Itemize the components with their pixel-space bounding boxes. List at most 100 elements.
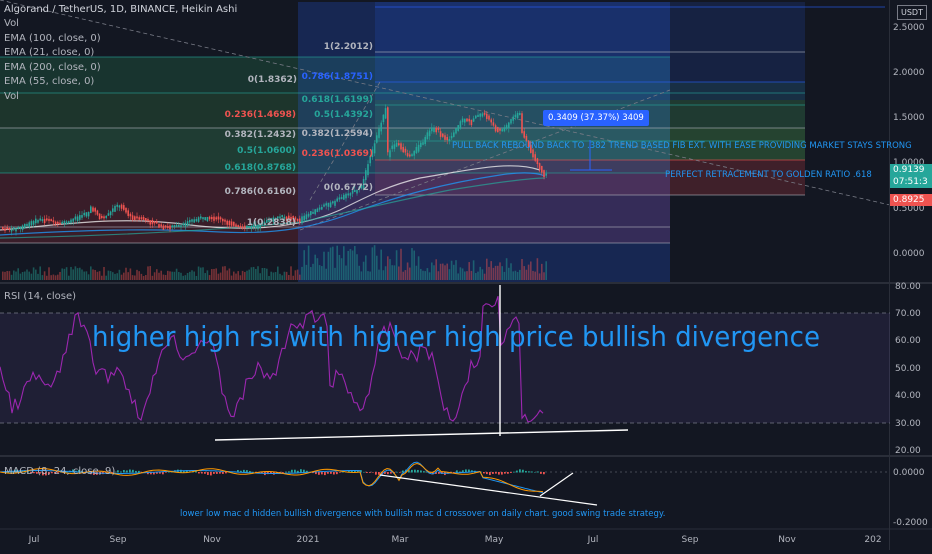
candle-body (107, 213, 110, 216)
macd-hist-bar (150, 472, 152, 475)
volume-bar (501, 266, 503, 280)
volume-bar (252, 266, 255, 280)
candle-body (158, 224, 160, 228)
candle-body (413, 150, 415, 156)
price-tick-label: 0.5000 (893, 204, 925, 214)
volume-bar (182, 275, 184, 280)
candle-body (184, 222, 187, 227)
volume-bar (195, 275, 198, 280)
candle-body (279, 216, 281, 219)
macd-hist-bar (489, 472, 491, 476)
volume-bar (479, 266, 481, 280)
retracement-note[interactable]: PERFECT RETRACEMENT TO GOLDEN RATIO .618 (665, 170, 872, 180)
candle-body (444, 135, 446, 140)
candle-body (376, 135, 378, 143)
price-candles (2, 104, 547, 236)
candle-body (28, 222, 30, 228)
candle-body (195, 219, 198, 222)
volume-bar (367, 271, 369, 280)
volume-bar (87, 274, 90, 280)
volume-bar (261, 268, 264, 280)
macd-hist-bar (516, 470, 518, 473)
fib-level-label: 0.382(1.2594) (302, 129, 373, 139)
candle-body (426, 132, 429, 140)
pullback-note[interactable]: PULL BACK REBOUND BACK TO .382 TREND BAS… (452, 141, 912, 151)
volume-bar (202, 267, 204, 280)
macd-hist-bar (297, 470, 299, 473)
candle-body (455, 128, 457, 134)
macd-hist-bar (372, 472, 374, 473)
candle-body (508, 122, 510, 129)
candle-body (512, 116, 514, 121)
volume-bar (422, 270, 424, 280)
candle-body (316, 208, 319, 213)
symbol-title[interactable]: Algorand / TetherUS, 1D, BINANCE, Heikin… (4, 4, 238, 15)
volume-bar (279, 273, 281, 280)
macd-label[interactable]: MACD (8, 24, close, 9) (4, 466, 116, 477)
rsi-divergence-note[interactable]: higher high rsi with higher high price b… (92, 320, 820, 353)
volume-bar (307, 245, 310, 280)
macd-hist-bar (138, 470, 140, 473)
candle-body (400, 143, 402, 150)
macd-hist-bar (318, 472, 320, 475)
volume-bar (112, 272, 114, 280)
candle-body (250, 226, 253, 230)
candle-body (8, 227, 11, 230)
candle-body (127, 210, 129, 216)
volume-bar (101, 275, 103, 280)
currency-badge[interactable]: USDT (897, 5, 927, 20)
indicator-legend-item[interactable]: Vol (4, 18, 19, 29)
candle-body (235, 224, 237, 227)
volume-bar (65, 267, 68, 280)
volume-bar (171, 271, 173, 280)
macd-hist-bar (519, 469, 521, 473)
rsi-tick-label: 20.00 (895, 446, 921, 456)
indicator-legend-item[interactable]: EMA (200, close, 0) (4, 61, 101, 73)
volume-bar (103, 266, 105, 280)
macd-hist-bar (396, 471, 398, 473)
volume-bar (90, 266, 92, 280)
indicator-legend-item[interactable]: EMA (55, close, 0) (4, 76, 95, 87)
candle-body (395, 142, 398, 147)
candle-body (182, 223, 184, 226)
macd-hist-bar (204, 472, 206, 474)
volume-bar (530, 261, 532, 280)
rsi-tick-label: 80.00 (895, 282, 921, 292)
macd-hist-bar (57, 472, 59, 473)
candle-body (43, 218, 46, 224)
candle-body (406, 153, 409, 157)
candle-body (402, 146, 404, 153)
volume-bar (217, 273, 220, 280)
macd-divergence-note[interactable]: lower low mac d hidden bullish divergenc… (180, 509, 666, 519)
volume-bar (169, 271, 171, 280)
macd-hist-bar (417, 469, 419, 473)
candle-body (15, 228, 17, 232)
candle-body (314, 209, 316, 215)
indicator-legend-item[interactable]: EMA (21, close, 0) (4, 47, 95, 58)
candle-body (510, 119, 512, 124)
candle-body (431, 127, 433, 132)
macd-hist-bar (93, 472, 95, 475)
volume-bar (21, 271, 24, 280)
volume-bar (470, 270, 473, 280)
candle-body (228, 220, 231, 226)
indicator-legend-item[interactable]: EMA (100, close, 0) (4, 32, 101, 44)
candle-body (479, 113, 481, 117)
candle-body (349, 193, 352, 196)
macd-hist-bar (510, 472, 512, 473)
macd-hist-bar (330, 472, 332, 474)
candle-body (439, 131, 442, 137)
fib-level-label: 0.5(1.0600) (237, 146, 296, 156)
candle-body (433, 128, 435, 132)
fib-level-label: 0.236(1.4698) (225, 110, 296, 120)
volume-bar (523, 266, 525, 280)
volume-bar (268, 275, 270, 280)
volume-bar (338, 254, 341, 280)
volume-bar (8, 271, 11, 280)
volume-bar (349, 249, 352, 280)
indicator-legend-item[interactable]: Vol (4, 90, 19, 102)
volume-bar (446, 263, 448, 280)
rsi-label[interactable]: RSI (14, close) (4, 291, 77, 302)
